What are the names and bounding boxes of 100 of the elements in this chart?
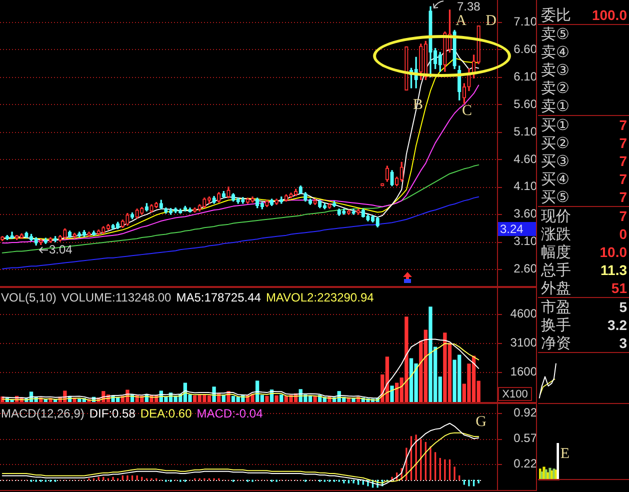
text: 7 bbox=[619, 116, 627, 133]
category-label: 买① bbox=[541, 116, 570, 134]
candlestick bbox=[265, 200, 269, 208]
candlestick bbox=[467, 68, 471, 92]
category-label: 委比 bbox=[541, 6, 571, 24]
category-label: 买④ bbox=[541, 170, 570, 188]
candlestick bbox=[96, 229, 100, 236]
category-label: 现价 bbox=[541, 206, 571, 225]
candlestick bbox=[120, 220, 124, 228]
category-label: 卖⑤ bbox=[541, 24, 570, 43]
category-label: 换手 bbox=[541, 316, 571, 334]
candlestick bbox=[332, 200, 336, 208]
candlestick bbox=[15, 234, 19, 240]
candlestick bbox=[159, 200, 163, 210]
candlestick bbox=[20, 233, 24, 239]
y-tick-label: 5.60 bbox=[514, 96, 538, 111]
candlestick bbox=[68, 230, 72, 238]
candlestick bbox=[154, 202, 158, 208]
candlestick bbox=[284, 194, 288, 202]
candlestick bbox=[44, 238, 48, 244]
y-tick-label: 5.10 bbox=[514, 124, 538, 138]
bar bbox=[265, 396, 269, 403]
bar bbox=[390, 386, 394, 403]
category-label: 外盘 bbox=[541, 278, 571, 296]
candlestick bbox=[361, 208, 365, 218]
candlestick bbox=[222, 191, 226, 198]
candlestick bbox=[92, 230, 96, 236]
text: DIF:0.58 bbox=[89, 406, 136, 420]
y-tick-label: 6.60 bbox=[514, 42, 538, 56]
candlestick bbox=[144, 203, 149, 212]
y-tick-label: 7.10 bbox=[514, 14, 538, 28]
text: 7 bbox=[619, 188, 627, 204]
candlestick bbox=[404, 46, 408, 90]
chart-title: VOL(5,10) bbox=[1, 290, 56, 304]
text: 3.2 bbox=[608, 316, 627, 333]
candlestick bbox=[328, 203, 332, 209]
candlestick bbox=[212, 196, 216, 204]
y-tick-label: 4.10 bbox=[514, 179, 538, 194]
text: 3.24 bbox=[500, 222, 524, 236]
candlestick bbox=[356, 208, 360, 215]
candlestick bbox=[39, 238, 43, 245]
category-label: 卖① bbox=[541, 96, 570, 114]
category-label: 涨跌 bbox=[541, 224, 571, 243]
text: 7 bbox=[619, 134, 627, 151]
annotation: 7.38 bbox=[457, 0, 481, 14]
y-tick-label: 1600 bbox=[510, 364, 538, 378]
candlestick bbox=[256, 198, 260, 208]
candlestick bbox=[294, 188, 298, 196]
y-tick-label: 0.92 bbox=[514, 405, 538, 420]
text: 10.0 bbox=[600, 244, 627, 260]
text: DEA:0.60 bbox=[140, 406, 192, 420]
bar bbox=[556, 443, 559, 480]
category-label: 卖③ bbox=[541, 60, 570, 79]
candlestick bbox=[246, 198, 250, 204]
text: 7 bbox=[619, 208, 627, 224]
category-label: 买③ bbox=[541, 152, 570, 170]
candlestick bbox=[370, 215, 375, 222]
candlestick bbox=[82, 230, 86, 237]
text: 5 bbox=[619, 298, 627, 315]
y-axis-title: X100 bbox=[502, 388, 528, 401]
candlestick bbox=[217, 192, 221, 203]
candlestick bbox=[63, 228, 67, 239]
candlestick bbox=[207, 196, 212, 204]
category-label: 买⑤ bbox=[541, 188, 570, 206]
candlestick bbox=[226, 186, 230, 198]
candlestick bbox=[390, 170, 394, 186]
category-label: 净资 bbox=[541, 334, 571, 352]
text: E bbox=[560, 446, 570, 462]
candlestick bbox=[298, 186, 302, 194]
y-tick-label: 3.10 bbox=[514, 234, 538, 248]
text: D bbox=[486, 12, 497, 29]
annotation: G bbox=[476, 414, 487, 430]
annotation: VOLUME:113248.00 bbox=[61, 290, 172, 304]
annotation: MACD:-0.04 bbox=[196, 406, 264, 420]
annotation: C bbox=[462, 102, 472, 119]
text: 0 bbox=[619, 226, 627, 242]
candlestick bbox=[29, 234, 34, 242]
candlestick bbox=[313, 198, 317, 205]
candlestick bbox=[274, 198, 278, 205]
candlestick bbox=[188, 208, 192, 213]
text: 100.0 bbox=[592, 6, 627, 22]
category-label: 总手 bbox=[541, 260, 571, 279]
category-label: 卖④ bbox=[541, 42, 570, 61]
candlestick bbox=[168, 208, 173, 215]
candlestick bbox=[337, 208, 341, 216]
category-label: 卖② bbox=[541, 78, 570, 97]
text: 3 bbox=[619, 334, 627, 351]
y-tick-label: 0.57 bbox=[514, 430, 538, 445]
y-tick-label: 6.10 bbox=[514, 69, 538, 84]
candlestick bbox=[106, 224, 110, 230]
category-label: 幅度 bbox=[541, 242, 571, 261]
category-label: 市盈 bbox=[541, 298, 571, 316]
candlestick bbox=[135, 208, 139, 219]
category-label: 买② bbox=[541, 134, 570, 152]
y-tick-label: 3.60 bbox=[514, 206, 538, 221]
candlestick bbox=[452, 30, 456, 70]
chart-title: MACD(12,26,9) bbox=[1, 406, 84, 420]
candlestick bbox=[130, 212, 134, 220]
candlestick bbox=[5, 234, 10, 240]
text: MAVOL2:223290.94 bbox=[266, 290, 374, 304]
